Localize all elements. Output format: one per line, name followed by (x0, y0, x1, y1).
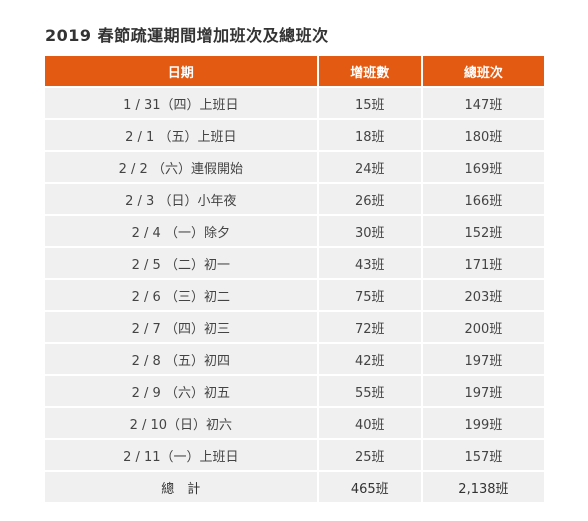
table-total-row: 總 計 465班 2,138班 (45, 470, 544, 502)
header-date: 日期 (45, 56, 319, 86)
header-total-trips: 總班次 (422, 56, 544, 86)
table-row: 2 / 1 （五）上班日 18班 180班 (45, 118, 544, 150)
table-header-row: 日期 增班數 總班次 (45, 56, 544, 86)
table-row: 2 / 3 （日）小年夜 26班 166班 (45, 182, 544, 214)
header-added-trips: 增班數 (318, 56, 423, 86)
added-trips-cell: 18班 (318, 118, 423, 150)
added-trips-cell: 40班 (318, 406, 423, 438)
table-row: 2 / 8 （五）初四 42班 197班 (45, 342, 544, 374)
added-trips-cell: 42班 (318, 342, 423, 374)
date-cell: 2 / 11（一）上班日 (45, 438, 319, 470)
date-cell: 2 / 8 （五）初四 (45, 342, 319, 374)
total-added-cell: 465班 (318, 470, 423, 502)
added-trips-cell: 55班 (318, 374, 423, 406)
table-body: 1 / 31（四）上班日 15班 147班 2 / 1 （五）上班日 18班 180班 2 … (45, 86, 544, 502)
total-trips-cell: 197班 (422, 342, 544, 374)
added-trips-cell: 24班 (318, 150, 423, 182)
added-trips-cell: 75班 (318, 278, 423, 310)
table-row: 2 / 5 （二）初一 43班 171班 (45, 246, 544, 278)
table-row: 2 / 11（一）上班日 25班 157班 (45, 438, 544, 470)
total-trips-cell: 200班 (422, 310, 544, 342)
date-cell: 1 / 31（四）上班日 (45, 86, 319, 118)
total-trips-cell: 152班 (422, 214, 544, 246)
page-title: 2019 春節疏運期間增加班次及總班次 (45, 26, 329, 45)
date-cell: 2 / 10（日）初六 (45, 406, 319, 438)
total-label-cell: 總 計 (45, 470, 319, 502)
table-row: 2 / 7 （四）初三 72班 200班 (45, 310, 544, 342)
added-trips-cell: 30班 (318, 214, 423, 246)
added-trips-cell: 26班 (318, 182, 423, 214)
date-cell: 2 / 6 （三）初二 (45, 278, 319, 310)
date-cell: 2 / 3 （日）小年夜 (45, 182, 319, 214)
total-trips-cell: 166班 (422, 182, 544, 214)
date-cell: 2 / 2 （六）連假開始 (45, 150, 319, 182)
total-trips-cell: 169班 (422, 150, 544, 182)
total-trips-cell: 180班 (422, 118, 544, 150)
table-row: 2 / 4 （一）除夕 30班 152班 (45, 214, 544, 246)
total-trips-cell: 203班 (422, 278, 544, 310)
date-cell: 2 / 7 （四）初三 (45, 310, 319, 342)
total-trips-cell: 171班 (422, 246, 544, 278)
table-row: 1 / 31（四）上班日 15班 147班 (45, 86, 544, 118)
date-cell: 2 / 1 （五）上班日 (45, 118, 319, 150)
total-trips-cell: 199班 (422, 406, 544, 438)
added-trips-cell: 15班 (318, 86, 423, 118)
table-row: 2 / 10（日）初六 40班 199班 (45, 406, 544, 438)
table-row: 2 / 2 （六）連假開始 24班 169班 (45, 150, 544, 182)
date-cell: 2 / 4 （一）除夕 (45, 214, 319, 246)
total-trips-sum-cell: 2,138班 (422, 470, 544, 502)
table-row: 2 / 9 （六）初五 55班 197班 (45, 374, 544, 406)
total-trips-cell: 197班 (422, 374, 544, 406)
schedule-table: 日期 增班數 總班次 1 / 31（四）上班日 15班 147班 2 / 1 （五）上… (45, 56, 544, 502)
total-trips-cell: 147班 (422, 86, 544, 118)
added-trips-cell: 43班 (318, 246, 423, 278)
added-trips-cell: 72班 (318, 310, 423, 342)
date-cell: 2 / 5 （二）初一 (45, 246, 319, 278)
total-trips-cell: 157班 (422, 438, 544, 470)
table-row: 2 / 6 （三）初二 75班 203班 (45, 278, 544, 310)
added-trips-cell: 25班 (318, 438, 423, 470)
date-cell: 2 / 9 （六）初五 (45, 374, 319, 406)
